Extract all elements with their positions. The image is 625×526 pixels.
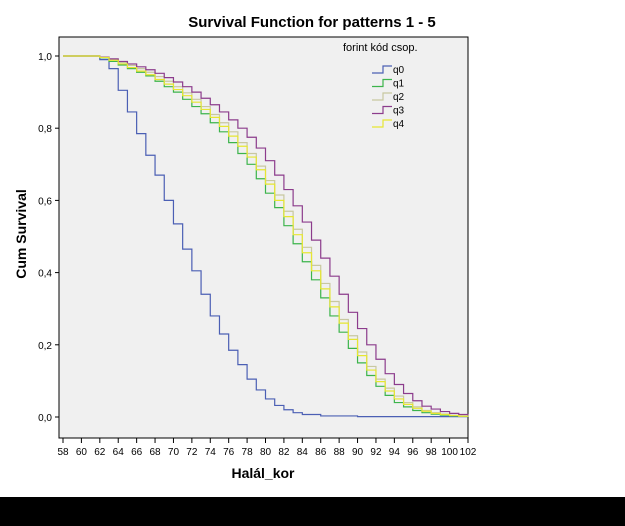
legend-label-q1: q1	[393, 79, 405, 90]
legend-label-q2: q2	[393, 92, 405, 103]
plot-area	[58, 36, 469, 439]
y-tick-label: 0,4	[38, 269, 52, 280]
x-tick-label: 62	[94, 447, 106, 458]
y-tick-label: 0,0	[38, 413, 52, 424]
x-tick-label: 76	[223, 447, 235, 458]
y-axis-label: Cum Survival	[13, 189, 29, 278]
legend-label-q4: q4	[393, 119, 405, 130]
x-tick-label: 64	[113, 447, 125, 458]
x-tick-label: 58	[57, 447, 69, 458]
x-tick-label: 96	[407, 447, 419, 458]
y-tick-label: 0,2	[38, 341, 52, 352]
x-tick-label: 84	[297, 447, 309, 458]
x-tick-label: 68	[149, 447, 161, 458]
legend-symbol-q0	[372, 65, 392, 74]
legend-items: q0 q1 q2 q3 q4	[372, 65, 405, 130]
legend-symbol-q4	[372, 119, 392, 128]
legend-symbol-q2	[372, 92, 392, 101]
y-tick-label: 1,0	[38, 52, 52, 63]
legend: forint kód csop. q0 q1 q2 q3 q4	[343, 42, 418, 130]
x-tick-label: 100	[441, 447, 458, 458]
x-tick-label: 90	[352, 447, 364, 458]
x-tick-label: 94	[389, 447, 401, 458]
series-line-q3	[63, 55, 469, 416]
chart-title: Survival Function for patterns 1 - 5	[188, 14, 436, 31]
series-group	[63, 55, 469, 418]
x-tick-label: 78	[242, 447, 254, 458]
x-tick-label: 72	[186, 447, 198, 458]
x-tick-label: 98	[426, 447, 438, 458]
y-tick-label: 0,8	[38, 124, 52, 135]
y-tick-label: 0,6	[38, 196, 52, 207]
x-tick-label: 80	[260, 447, 272, 458]
bottom-black-bar	[0, 497, 625, 526]
legend-symbol-q3	[372, 105, 392, 115]
x-tick-label: 82	[278, 447, 290, 458]
series-line-q0	[63, 55, 469, 418]
legend-symbol-q1	[372, 78, 392, 88]
x-tick-label: 88	[334, 447, 346, 458]
legend-label-q0: q0	[393, 65, 405, 76]
x-tick-label: 60	[76, 447, 88, 458]
x-axis-label: Halál_kor	[231, 465, 295, 481]
x-tick-label: 66	[131, 447, 143, 458]
y-axis: 0,0 0,2 0,4 0,6 0,8 1,0	[38, 52, 59, 424]
legend-label-q3: q3	[393, 106, 405, 117]
series-line-q4	[63, 55, 469, 417]
x-tick-label: 70	[168, 447, 180, 458]
x-axis: 58 60 62 64 66 68 70 72 74 76 78 80 82 84 86 88 90 92 94 96…	[57, 438, 477, 458]
x-tick-label: 74	[205, 447, 217, 458]
x-tick-label: 102	[460, 447, 477, 458]
x-tick-label: 92	[370, 447, 382, 458]
legend-title: forint kód csop.	[343, 42, 418, 54]
x-tick-label: 86	[315, 447, 327, 458]
